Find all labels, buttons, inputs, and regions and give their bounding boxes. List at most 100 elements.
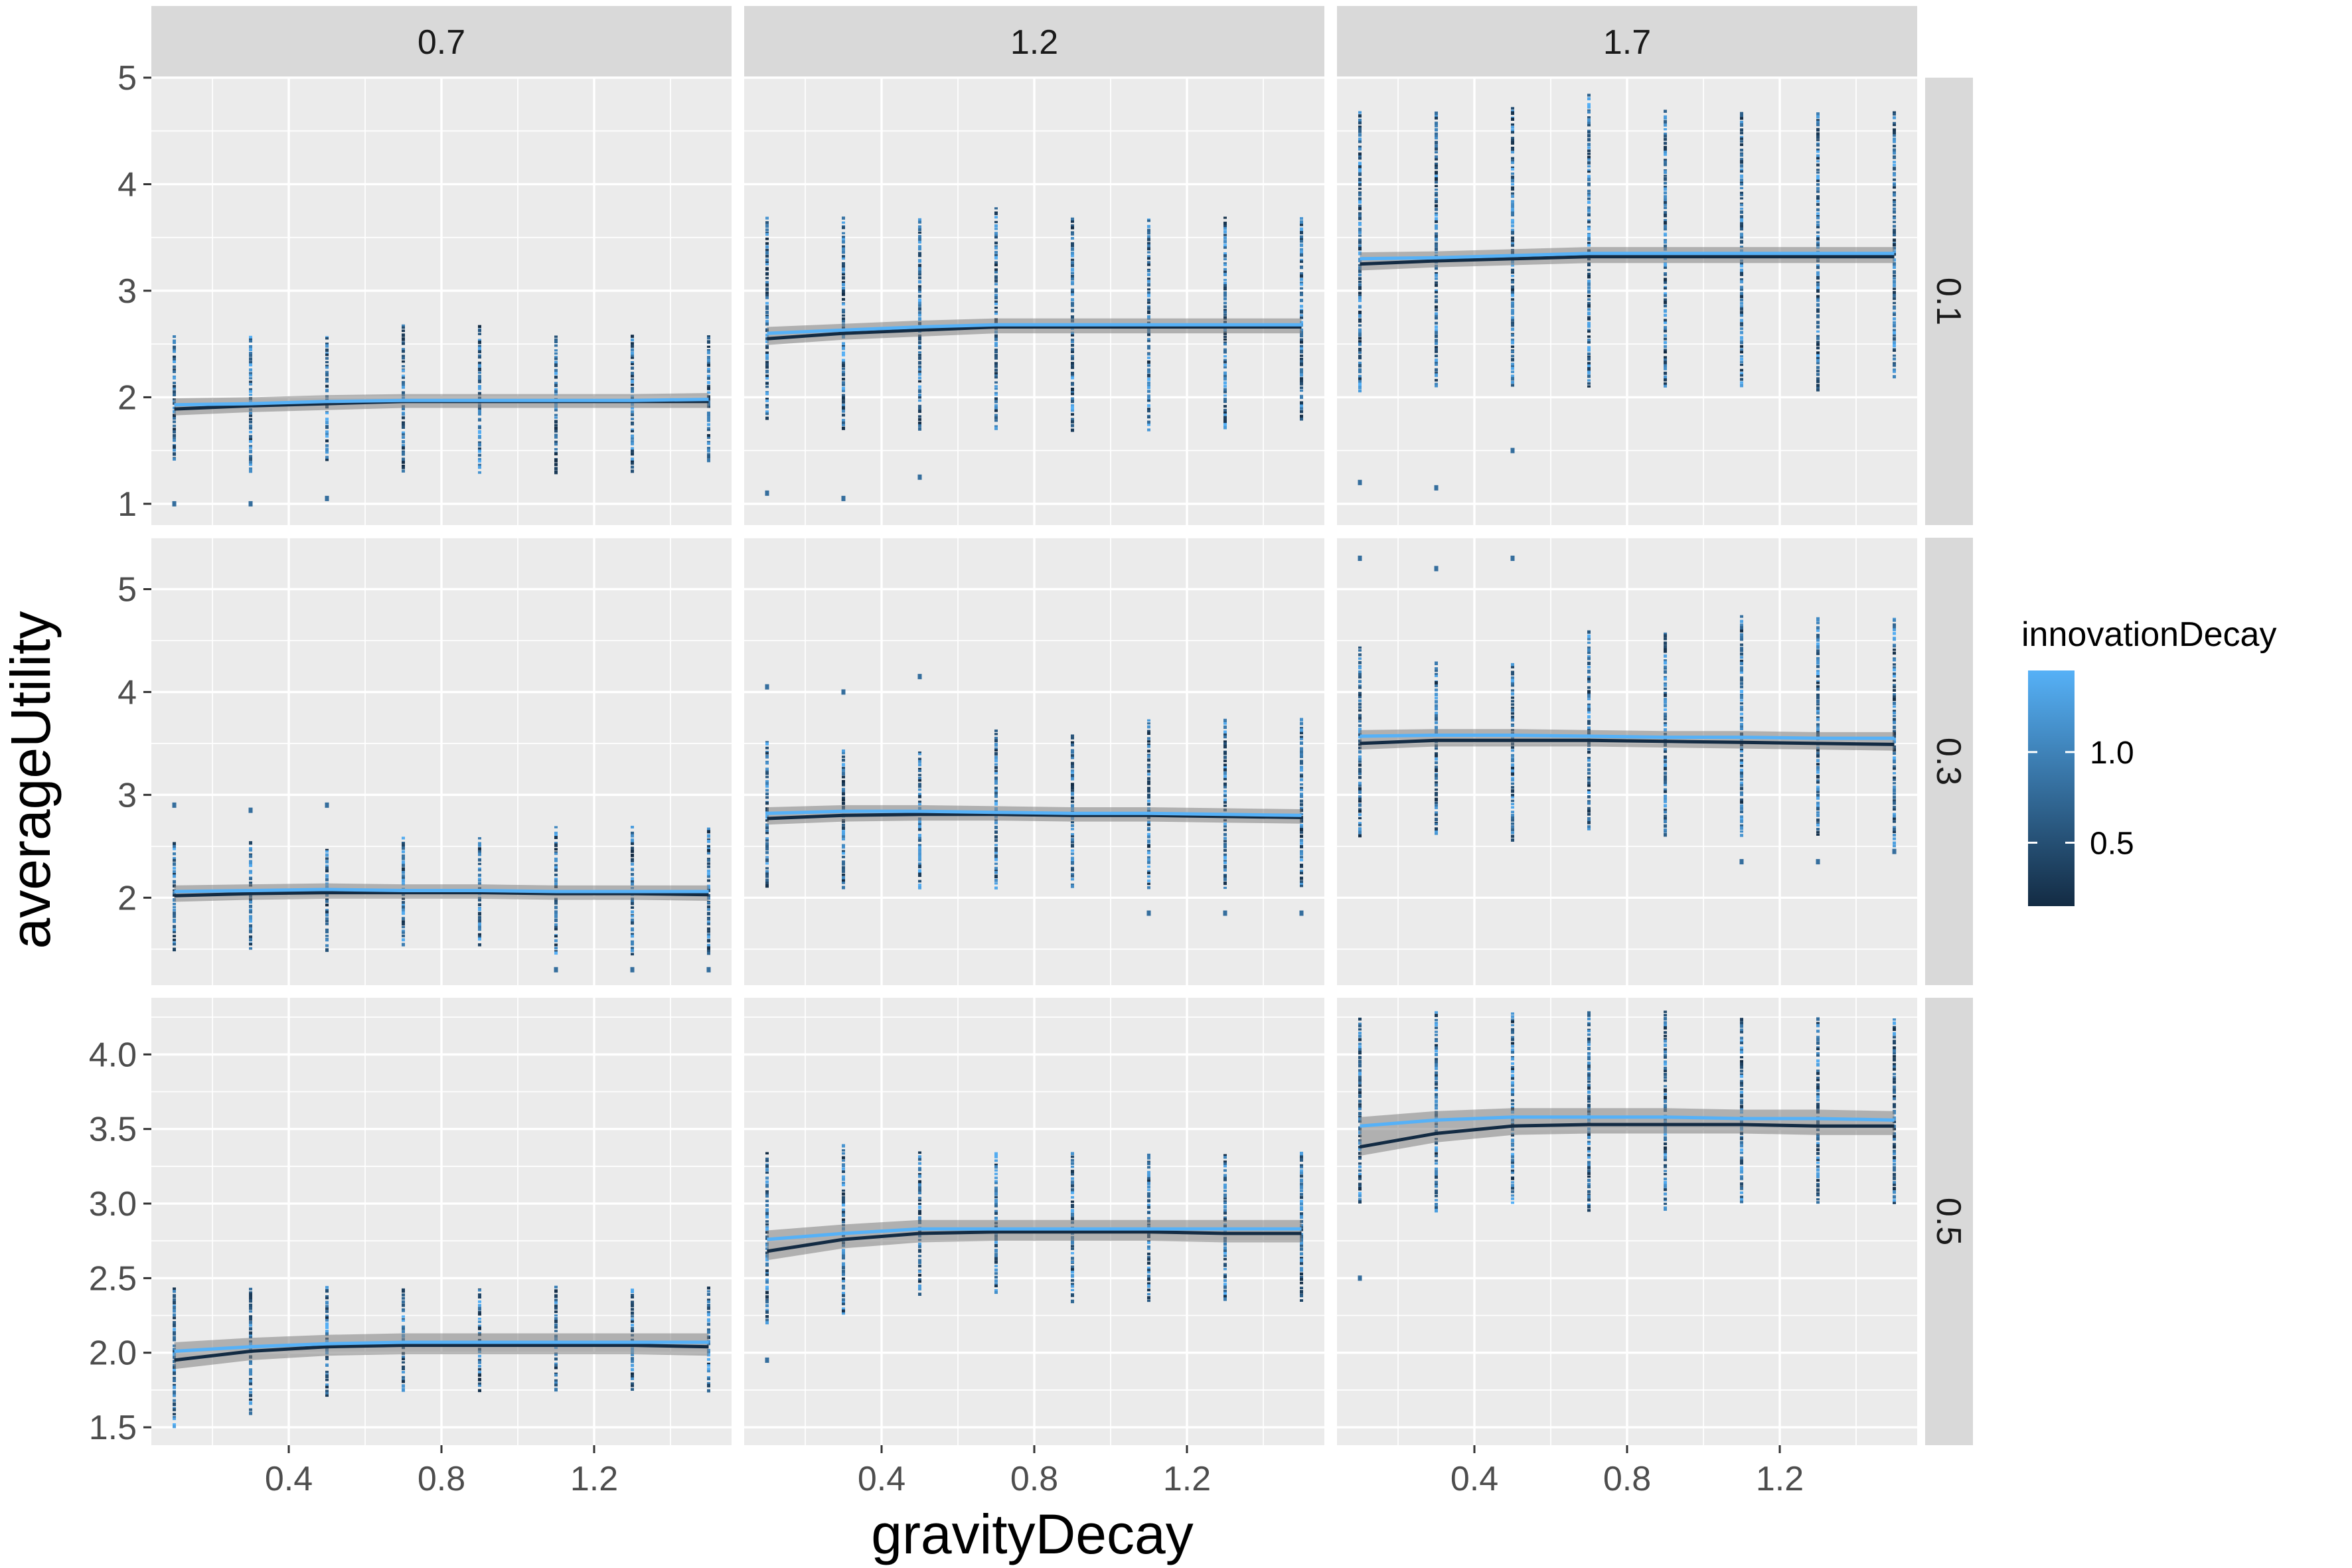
data-point [1358,177,1362,182]
data-point [478,1320,481,1323]
data-point [1358,1038,1362,1042]
data-point [1358,212,1362,216]
data-point [707,362,710,364]
data-point [1300,1275,1303,1280]
data-point [765,306,769,310]
data-point [1147,740,1150,743]
data-point [765,771,769,775]
data-point [1893,279,1896,284]
data-point [1071,281,1074,285]
data-point [1300,747,1303,751]
data-point [1511,281,1514,284]
data-point [1071,400,1074,404]
data-point [765,376,769,380]
data-point [554,879,558,883]
data-point [765,410,769,414]
data-point [1435,726,1438,730]
data-point [1435,171,1438,175]
data-point [1435,189,1438,191]
data-point [1435,226,1438,230]
data-point [765,345,769,348]
data-point [1893,1166,1896,1169]
data-point [918,1183,921,1187]
data-point [1587,123,1591,127]
data-point [1664,797,1667,800]
data-point [1587,1150,1591,1153]
data-point [1511,718,1514,722]
data-point [765,741,769,744]
data-point [1587,295,1591,297]
data-point [325,948,329,952]
data-point [994,831,998,834]
data-point [765,242,769,245]
data-point [1664,1208,1667,1211]
data-point [1816,132,1820,136]
data-point [1587,1047,1591,1051]
data-point [765,374,769,378]
data-point [1435,301,1438,303]
facet-panel [744,537,1324,985]
data-point [1071,785,1074,790]
data-point [554,918,558,923]
data-point [1664,313,1667,317]
data-point [631,1387,634,1391]
data-point [554,447,558,451]
data-point [994,254,998,257]
data-point [707,1300,710,1304]
data-point [1435,1059,1438,1064]
data-point [707,865,710,868]
data-point [554,357,558,360]
data-point [1587,771,1591,775]
data-point [1893,760,1896,763]
data-point [402,466,405,469]
data-point [325,1356,329,1358]
data-point [1223,877,1227,882]
data-point [1147,743,1150,747]
data-point [1435,193,1438,197]
data-point [1893,375,1896,378]
data-point [631,915,634,918]
data-point [1816,706,1820,710]
data-point [554,1353,558,1356]
data-point [1300,404,1303,408]
data-point [1664,1050,1667,1054]
data-point [1511,157,1514,160]
data-point [1893,1077,1896,1081]
data-point [1511,239,1514,242]
data-point [765,254,769,258]
data-point [1435,768,1438,773]
data-point [918,365,921,368]
data-point [1740,819,1743,823]
data-point [1071,1158,1074,1162]
data-point [1587,362,1591,365]
data-point [402,348,405,352]
data-point [1587,651,1591,655]
data-point [707,1358,710,1361]
data-point [325,1385,329,1389]
data-point [994,414,998,418]
data-point [707,908,710,911]
data-point [842,303,845,306]
data-point [1435,1081,1438,1084]
data-point [1511,123,1514,126]
data-point [1740,120,1743,123]
data-point [1587,279,1591,283]
data-point [1816,1178,1820,1182]
data-point [1435,373,1438,377]
data-point [1358,1028,1362,1031]
data-point [1071,1196,1074,1199]
data-point [1893,817,1896,821]
data-point [1587,795,1591,799]
data-point [325,430,329,433]
data-point [918,1186,921,1190]
data-point [994,874,998,879]
data-point [325,1307,329,1310]
data-point [1435,754,1438,757]
data-point [478,333,481,335]
data-point [1071,1283,1074,1286]
data-point [1358,770,1362,773]
data-point [1816,1188,1820,1192]
data-point [765,281,769,285]
facet-panel [151,998,732,1445]
data-point [554,947,558,950]
